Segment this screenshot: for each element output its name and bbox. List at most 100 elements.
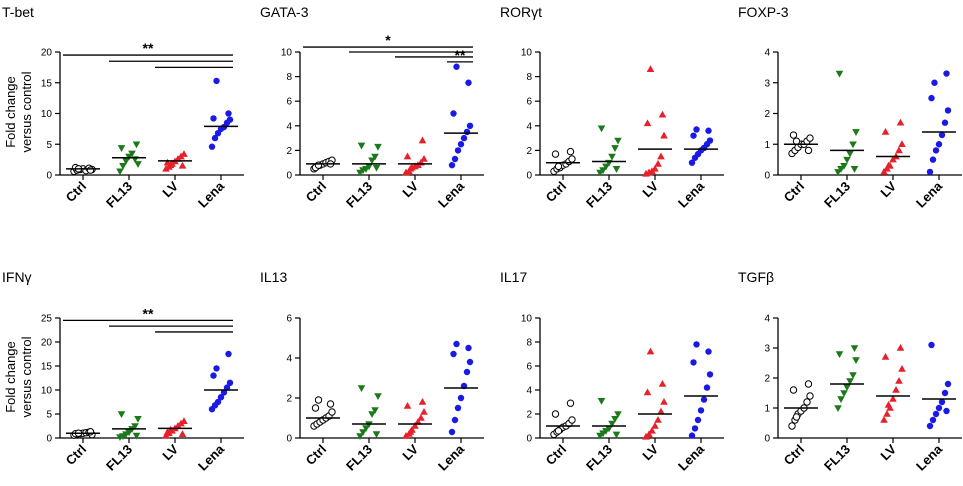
- data-point-fl13: [356, 433, 364, 440]
- data-point-ctrl: [792, 413, 801, 421]
- panel-il17: IL17 0 2 4 6 8 10 Ctrl FL13 LV Lena: [500, 269, 724, 474]
- data-point-lv: [414, 418, 422, 425]
- data-point-fl13: [597, 398, 606, 405]
- data-point-fl13: [612, 166, 621, 173]
- data-point-fl13: [849, 372, 857, 379]
- data-point-lena: [214, 398, 222, 406]
- data-point-fl13: [357, 142, 366, 150]
- data-point-lena: [454, 404, 462, 412]
- x-tick-label-ctrl: Ctrl: [303, 442, 329, 468]
- data-point-fl13: [362, 425, 370, 432]
- data-point-lena: [931, 79, 938, 86]
- x-tick-label-lena: Lena: [675, 178, 708, 211]
- data-point-lena: [465, 79, 472, 86]
- data-point-fl13: [132, 432, 141, 440]
- data-point-fl13: [835, 70, 844, 78]
- data-point-lv: [648, 426, 656, 434]
- data-point-lv: [180, 417, 188, 424]
- y-tick-label: 0: [46, 434, 52, 445]
- data-point-fl13: [134, 416, 142, 423]
- y-tick-label: 6: [526, 362, 532, 373]
- significance-label: **: [143, 305, 154, 321]
- data-point-fl13: [371, 153, 379, 161]
- data-point-fl13: [605, 425, 613, 433]
- data-point-lena: [450, 350, 457, 358]
- x-tick-label-ctrl: Ctrl: [303, 179, 329, 205]
- y-tick-label: 2: [526, 146, 532, 157]
- panel-title: T-bet: [2, 4, 34, 20]
- data-point-lena: [463, 128, 471, 136]
- data-point-lena: [700, 396, 708, 403]
- y-tick-label: 2: [526, 410, 532, 421]
- y-tick-label: 1: [764, 404, 770, 415]
- x-tick-label-lv: LV: [877, 441, 899, 463]
- data-point-fl13: [602, 163, 610, 171]
- data-point-lena: [688, 159, 696, 166]
- data-point-ctrl: [789, 131, 798, 139]
- data-point-lena: [217, 394, 225, 401]
- y-tick-label: 0: [286, 171, 292, 182]
- y-tick-label: 3: [764, 344, 770, 355]
- data-point-lena: [694, 416, 702, 424]
- data-point-fl13: [122, 158, 130, 165]
- data-point-lena: [448, 428, 456, 436]
- data-point-ctrl: [326, 400, 335, 408]
- panel-t-bet: T-bet 0 5 10 15 20 Ctrl FL13 LV Lena **: [2, 4, 244, 211]
- significance-label: **: [455, 47, 466, 63]
- data-point-lv: [881, 127, 890, 135]
- data-point-fl13: [611, 416, 619, 423]
- x-tick-label-fl13: FL13: [583, 442, 615, 474]
- data-point-lv: [406, 428, 415, 435]
- data-point-lv: [403, 402, 412, 409]
- ylabel-row2-line2: versus control: [19, 336, 34, 417]
- data-point-lv: [657, 407, 665, 415]
- data-point-ctrl: [566, 147, 575, 156]
- data-point-lena: [688, 432, 696, 439]
- data-point-lena: [693, 341, 700, 348]
- y-tick-label: 15: [41, 362, 53, 373]
- y-tick-label: 4: [764, 314, 770, 325]
- data-point-ctrl: [789, 386, 798, 394]
- y-tick-label: 20: [41, 48, 53, 59]
- data-point-fl13: [357, 385, 366, 392]
- data-point-lv: [178, 430, 187, 437]
- data-point-fl13: [840, 162, 848, 170]
- data-point-fl13: [128, 150, 136, 158]
- x-tick-label-fl13: FL13: [821, 179, 853, 211]
- x-tick-label-lena: Lena: [195, 441, 228, 474]
- data-point-lv: [651, 164, 659, 172]
- data-point-fl13: [134, 161, 142, 168]
- data-point-fl13: [837, 396, 845, 403]
- x-tick-label-ctrl: Ctrl: [781, 442, 807, 468]
- x-tick-label-lv: LV: [159, 178, 181, 200]
- data-point-lena: [211, 134, 219, 142]
- data-point-lena: [935, 404, 943, 412]
- x-tick-label-lv: LV: [399, 441, 421, 463]
- panel-title: FOXP-3: [738, 4, 789, 20]
- data-point-lena: [691, 425, 699, 432]
- data-point-lv: [162, 164, 170, 172]
- data-point-lv: [654, 416, 662, 423]
- data-point-ctrl: [314, 396, 323, 404]
- data-point-lena: [928, 341, 935, 349]
- ylabel-row2: Fold change versus control: [3, 336, 34, 417]
- data-point-lena: [705, 348, 712, 355]
- data-point-lena: [463, 368, 471, 376]
- panel-title: IL13: [260, 269, 287, 285]
- data-point-lena: [225, 110, 232, 117]
- data-point-fl13: [365, 163, 373, 171]
- x-tick-label-fl13: FL13: [343, 179, 375, 211]
- y-tick-label: 10: [281, 48, 293, 59]
- y-tick-label: 3: [764, 78, 770, 89]
- data-point-lena: [457, 394, 465, 402]
- y-tick-label: 8: [526, 338, 532, 349]
- data-point-lv: [418, 398, 427, 405]
- y-tick-label: 4: [764, 48, 770, 59]
- data-point-lv: [892, 386, 900, 393]
- data-point-fl13: [849, 141, 857, 149]
- data-point-lena: [223, 384, 231, 391]
- data-point-lena: [226, 379, 234, 386]
